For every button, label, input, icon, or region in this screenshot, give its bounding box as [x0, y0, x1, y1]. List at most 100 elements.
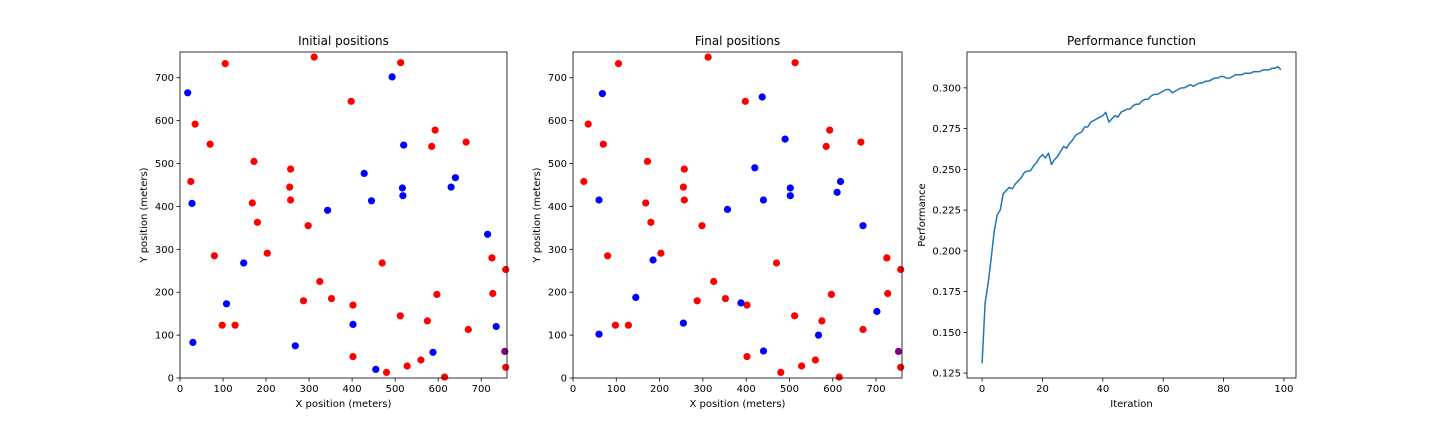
point-s0-13 — [680, 196, 688, 204]
point-s0-31 — [827, 290, 836, 298]
point-s1-6 — [723, 205, 732, 213]
point-s0-26 — [798, 362, 806, 370]
point-s0-27 — [417, 356, 425, 364]
y-tick-label: 0.225 — [932, 206, 961, 217]
point-s2-0 — [894, 347, 903, 355]
point-s1-11 — [759, 347, 768, 355]
point-s0-21 — [349, 353, 357, 361]
y-tick-label: 100 — [548, 331, 567, 342]
axes-2: 0 100 200 300 400 500 600 700 0 100 200 300 400 500 60… — [532, 34, 905, 410]
point-s0-9 — [253, 218, 261, 226]
x-tick-label: 200 — [257, 384, 276, 395]
point-s0-23 — [382, 368, 391, 376]
point-s1-16 — [447, 183, 455, 191]
point-s0-13 — [287, 196, 295, 204]
point-s0-36 — [884, 289, 892, 298]
chart-title: Performance function — [1067, 34, 1196, 48]
point-s1-14 — [400, 141, 408, 149]
point-s0-30 — [826, 126, 834, 134]
point-s1-9 — [367, 197, 376, 205]
point-s1-15 — [814, 331, 823, 339]
y-tick-label: 600 — [548, 116, 567, 127]
x-tick-label: 100 — [607, 384, 626, 395]
point-s0-23 — [777, 368, 785, 376]
axes-frame — [572, 51, 903, 379]
point-s0-22 — [772, 259, 781, 267]
point-s1-16 — [833, 188, 841, 196]
point-s0-5 — [614, 60, 623, 68]
x-tick-label: 0 — [177, 384, 183, 395]
point-s0-35 — [488, 254, 496, 262]
y-axis-label: Y position (meters) — [139, 167, 150, 263]
point-s0-17 — [316, 277, 324, 286]
point-s0-10 — [263, 249, 271, 257]
x-tick-label: 60 — [1157, 384, 1170, 395]
point-s0-32 — [441, 373, 449, 381]
y-tick-label: 0.250 — [932, 165, 961, 176]
point-s0-15 — [304, 222, 312, 230]
point-s0-37 — [897, 265, 905, 274]
point-s0-3 — [210, 252, 218, 260]
point-s0-2 — [599, 140, 607, 148]
point-s0-19 — [741, 97, 749, 105]
x-tick-label: 500 — [386, 384, 405, 395]
x-tick-label: 600 — [823, 384, 842, 395]
point-s0-8 — [643, 157, 652, 165]
point-s0-7 — [248, 199, 256, 207]
point-s1-12 — [781, 135, 789, 143]
point-s0-11 — [286, 183, 294, 191]
point-s0-6 — [624, 321, 633, 329]
x-tick-label: 80 — [1217, 384, 1230, 395]
point-s1-15 — [429, 348, 437, 356]
point-s0-16 — [704, 53, 712, 61]
axes-3: 0 20 40 60 80 100 0.125 0.150 0.175 0.200 0.225 0.2… — [917, 34, 1297, 410]
point-s0-11 — [679, 183, 688, 191]
y-tick-label: 0.175 — [932, 287, 961, 298]
x-tick-label: 100 — [1274, 384, 1293, 395]
axes-1: 0 100 200 300 400 500 600 700 0 100 200 300 400 500 60… — [139, 34, 510, 410]
point-s1-4 — [649, 256, 657, 264]
y-tick-label: 500 — [155, 159, 174, 170]
x-axis-label: X position (meters) — [690, 399, 786, 410]
point-s0-29 — [428, 142, 436, 150]
y-tick-label: 0 — [561, 374, 567, 385]
point-s0-38 — [502, 363, 510, 371]
point-s0-20 — [349, 301, 357, 309]
point-s1-9 — [758, 93, 766, 101]
x-tick-label: 700 — [866, 384, 885, 395]
point-s0-12 — [287, 165, 295, 173]
point-s0-6 — [231, 321, 239, 329]
point-s0-28 — [818, 317, 826, 325]
point-s0-8 — [250, 157, 258, 165]
point-s0-3 — [604, 252, 612, 260]
y-tick-label: 0 — [168, 374, 174, 385]
y-tick-label: 400 — [548, 202, 567, 213]
x-tick-label: 400 — [737, 384, 756, 395]
y-axis-label: Y position (meters) — [532, 167, 543, 263]
point-s0-24 — [396, 312, 404, 320]
point-s0-0 — [187, 177, 195, 186]
x-tick-label: 20 — [1036, 384, 1049, 395]
point-s1-18 — [484, 230, 492, 238]
point-s1-8 — [751, 164, 759, 172]
point-s0-33 — [462, 138, 470, 146]
y-tick-label: 0.150 — [932, 328, 961, 339]
point-s0-32 — [835, 373, 843, 381]
x-tick-label: 500 — [780, 384, 799, 395]
point-s1-7 — [737, 299, 745, 307]
series-line-0 — [981, 65, 1282, 364]
x-tick-label: 0 — [979, 384, 985, 395]
x-tick-label: 300 — [693, 384, 712, 395]
point-s0-35 — [883, 254, 891, 262]
point-s0-5 — [221, 60, 229, 68]
point-s0-4 — [218, 321, 226, 329]
point-s0-0 — [580, 177, 588, 186]
point-s1-5 — [291, 342, 299, 350]
y-tick-label: 600 — [155, 116, 174, 127]
point-s0-16 — [310, 53, 318, 61]
point-s0-25 — [397, 59, 405, 67]
point-s1-5 — [679, 319, 688, 327]
point-s1-1 — [595, 330, 603, 338]
point-s0-7 — [642, 199, 650, 207]
point-s0-37 — [502, 265, 510, 274]
